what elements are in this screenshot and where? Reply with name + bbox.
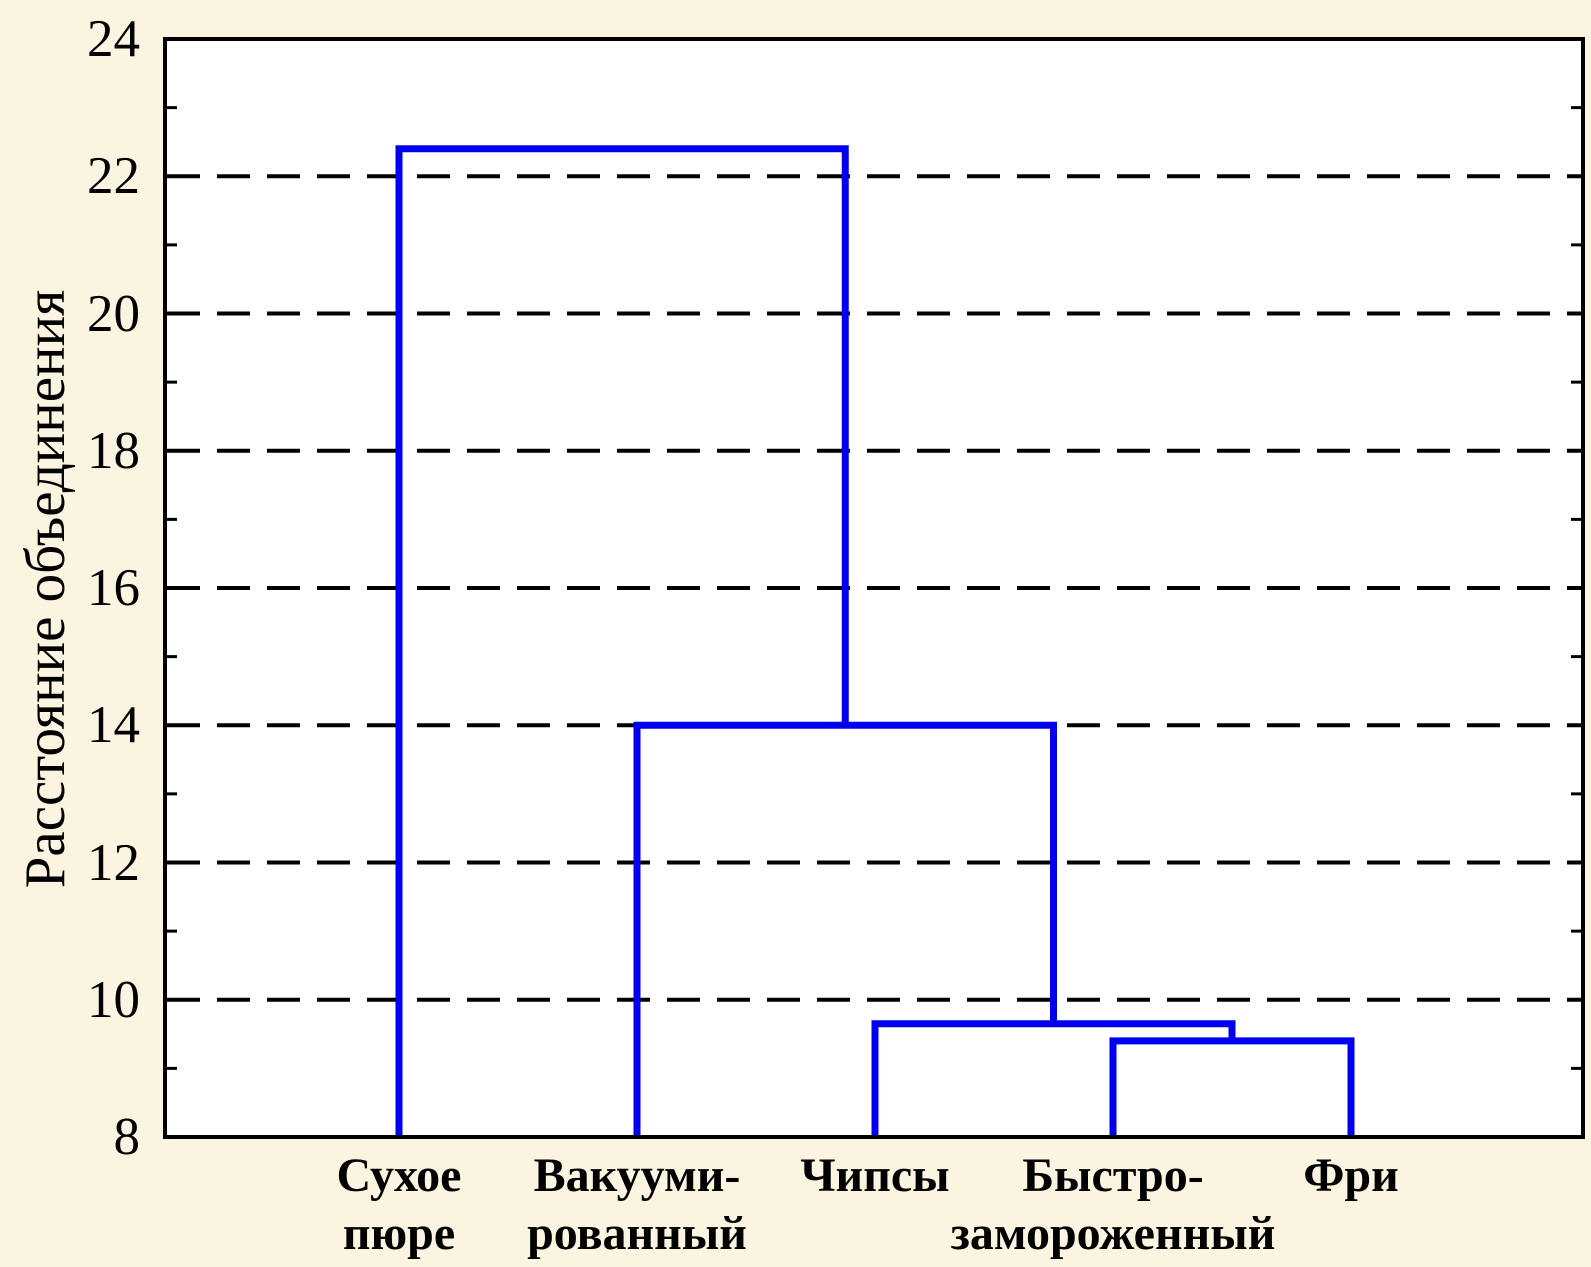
- y-tick-label-10: 10: [87, 970, 140, 1029]
- y-tick-label-14: 14: [87, 696, 140, 755]
- y-tick-label-24: 24: [87, 10, 140, 68]
- x-leaf-label-line: замороженный: [950, 1207, 1276, 1260]
- dendrogram-link-3: [395, 145, 849, 1137]
- y-tick-label-8: 8: [113, 1108, 141, 1166]
- x-leaf-label-2: Чипсы: [575, 1147, 1175, 1205]
- x-leaf-label-line: Фри: [1303, 1149, 1399, 1202]
- y-tick-label-18: 18: [87, 421, 140, 480]
- x-leaf-label-0: Сухое пюре: [99, 1147, 699, 1263]
- plot-frame: [163, 37, 1585, 1139]
- x-leaf-label-line: пюре: [342, 1207, 456, 1260]
- y-tick-label-12: 12: [87, 833, 140, 892]
- x-leaf-label-line: рованный: [527, 1207, 747, 1260]
- dendrogram-link-0: [1109, 1037, 1355, 1137]
- y-tick-label-22: 22: [87, 147, 140, 206]
- y-tick-label-20: 20: [87, 284, 140, 343]
- x-leaf-label-line: Чипсы: [800, 1149, 950, 1202]
- x-leaf-label-3: Быстро-замороженный: [813, 1147, 1413, 1263]
- x-leaf-label-line: Быстро-: [1022, 1149, 1204, 1202]
- x-leaf-label-1: Вакууми-рованный: [337, 1147, 937, 1263]
- x-leaf-label-line: Сухое: [336, 1149, 462, 1202]
- x-leaf-label-line: Вакууми-: [533, 1149, 741, 1202]
- y-tick-label-16: 16: [87, 559, 140, 617]
- dendrogram-link-1: [871, 1020, 1236, 1137]
- x-leaf-label-4: Фри: [1051, 1147, 1591, 1205]
